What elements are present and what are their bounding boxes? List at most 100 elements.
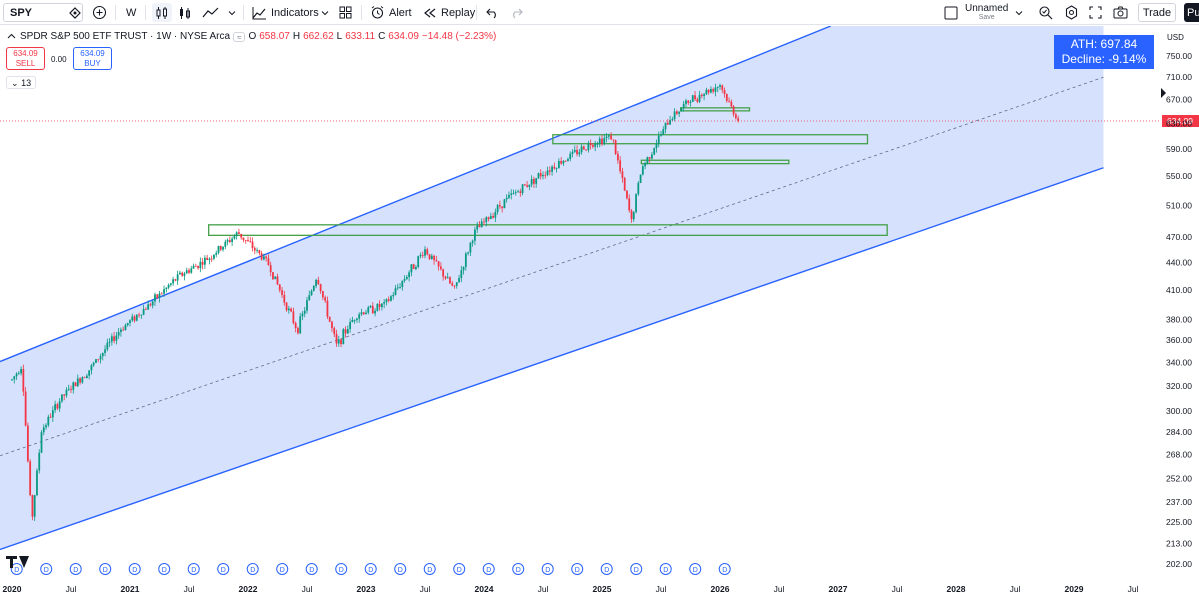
- candle-body: [412, 264, 415, 270]
- dividend-marker: D: [217, 563, 230, 575]
- symbol-search[interactable]: SPY: [3, 3, 83, 22]
- fullscreen-icon[interactable]: [1089, 0, 1102, 25]
- candle-body: [451, 283, 454, 286]
- publish-button[interactable]: Pu: [1184, 3, 1199, 22]
- price-chart[interactable]: 634.09 750.00 710.00 670.00 630.00 590.00 550…: [0, 26, 1199, 596]
- dividend-marker: D: [689, 563, 702, 575]
- candle-body: [83, 377, 86, 379]
- currency-label[interactable]: USD: [1167, 33, 1184, 42]
- support-zone-2: [552, 134, 869, 145]
- line-chart-icon[interactable]: [202, 0, 220, 25]
- candle-body: [399, 287, 401, 288]
- candle-body: [201, 261, 204, 265]
- candle-body: [337, 339, 340, 344]
- candle-body: [421, 255, 424, 256]
- candle-body: [374, 310, 376, 314]
- legend-settings-icon[interactable]: ≈: [233, 31, 246, 42]
- time-tick-label: 2025: [593, 584, 612, 594]
- candle-body: [410, 264, 413, 273]
- interval-button[interactable]: W: [126, 0, 136, 25]
- candle-body: [262, 256, 265, 260]
- candle-body: [15, 373, 18, 377]
- candle-body: [707, 89, 710, 93]
- layout-icon[interactable]: [944, 0, 958, 25]
- candle-body: [362, 312, 365, 315]
- candle-body: [607, 135, 610, 137]
- time-tick-label: Jul: [420, 584, 431, 594]
- candle-body: [498, 205, 501, 207]
- legend-title[interactable]: SPDR S&P 500 ETF TRUST · 1W · NYSE Arca: [20, 31, 231, 42]
- alert-button[interactable]: Alert: [370, 0, 412, 25]
- settings-icon[interactable]: [1064, 0, 1079, 25]
- candle-body: [444, 276, 447, 279]
- dividend-marker: D: [571, 563, 584, 575]
- candle-body: [564, 160, 567, 162]
- candle-body: [517, 191, 519, 193]
- candle-body: [478, 225, 481, 228]
- undo-icon[interactable]: [486, 0, 499, 25]
- candle-body: [104, 349, 106, 353]
- alarm-clock-icon: [371, 6, 384, 19]
- candle-body: [603, 138, 606, 145]
- templates-icon[interactable]: [339, 0, 352, 25]
- indicators-chevron-icon[interactable]: [321, 0, 329, 25]
- price-tick-label: 380.00: [1166, 314, 1192, 324]
- candle-body: [685, 100, 687, 104]
- chevron-down-icon[interactable]: [228, 0, 236, 25]
- indicators-button[interactable]: Indicators: [252, 0, 319, 25]
- compare-icon[interactable]: [68, 0, 82, 25]
- dividend-marker-label: D: [722, 567, 727, 574]
- candle-body: [101, 352, 104, 357]
- candle-body: [714, 87, 717, 92]
- candle-body: [13, 376, 16, 380]
- candle-body: [592, 145, 594, 147]
- high-label: H: [292, 31, 301, 42]
- candle-body: [671, 119, 674, 121]
- candle-body: [632, 212, 635, 220]
- candle-body: [648, 157, 651, 159]
- candle-body: [349, 322, 352, 330]
- candle-body: [76, 378, 79, 387]
- candle-body: [267, 258, 270, 266]
- add-symbol-icon[interactable]: [92, 0, 107, 25]
- dividend-marker: D: [541, 563, 554, 575]
- trade-button[interactable]: Trade: [1138, 3, 1176, 22]
- last-price-badge: [1162, 115, 1199, 128]
- candle-body: [555, 168, 558, 169]
- redo-icon[interactable]: [510, 0, 523, 25]
- replay-button[interactable]: Replay: [423, 0, 475, 25]
- candle-body: [108, 341, 111, 343]
- camera-icon[interactable]: [1113, 0, 1128, 25]
- sell-button[interactable]: 634.09 SELL: [6, 47, 45, 70]
- candle-body: [619, 160, 622, 172]
- layout-chevron-icon[interactable]: [1015, 0, 1023, 25]
- candle-body: [728, 100, 730, 102]
- candle-body: [725, 93, 728, 101]
- quick-search-icon[interactable]: [1038, 0, 1053, 25]
- candle-body: [20, 369, 22, 374]
- candle-body: [110, 336, 113, 342]
- candle-body: [723, 90, 726, 94]
- candle-body: [494, 211, 497, 218]
- time-tick-label: 2021: [121, 584, 140, 594]
- ath-annotation[interactable]: ATH: 697.84 Decline: -9.14%: [1054, 35, 1154, 69]
- candle-body: [678, 111, 681, 114]
- candle-body: [117, 332, 120, 336]
- layout-name[interactable]: Unnamed Save: [965, 0, 1008, 25]
- candles-icon[interactable]: [152, 3, 172, 22]
- candle-body: [589, 143, 592, 146]
- collapse-chevron-icon[interactable]: [6, 31, 17, 42]
- candle-body: [587, 143, 590, 151]
- candle-body: [508, 194, 510, 198]
- candle-body: [185, 270, 188, 274]
- candle-body: [544, 174, 547, 176]
- indicators-toggle[interactable]: ⌄ 13: [6, 76, 37, 89]
- candle-body: [519, 191, 522, 194]
- spread-value: 0.00: [51, 55, 67, 64]
- support-zone-3: [640, 159, 790, 165]
- bar-type-icon[interactable]: [178, 0, 192, 25]
- candle-body: [190, 268, 193, 273]
- candle-body: [219, 246, 222, 250]
- buy-button[interactable]: 634.09 BUY: [73, 47, 112, 70]
- price-tick-label: 360.00: [1166, 335, 1192, 345]
